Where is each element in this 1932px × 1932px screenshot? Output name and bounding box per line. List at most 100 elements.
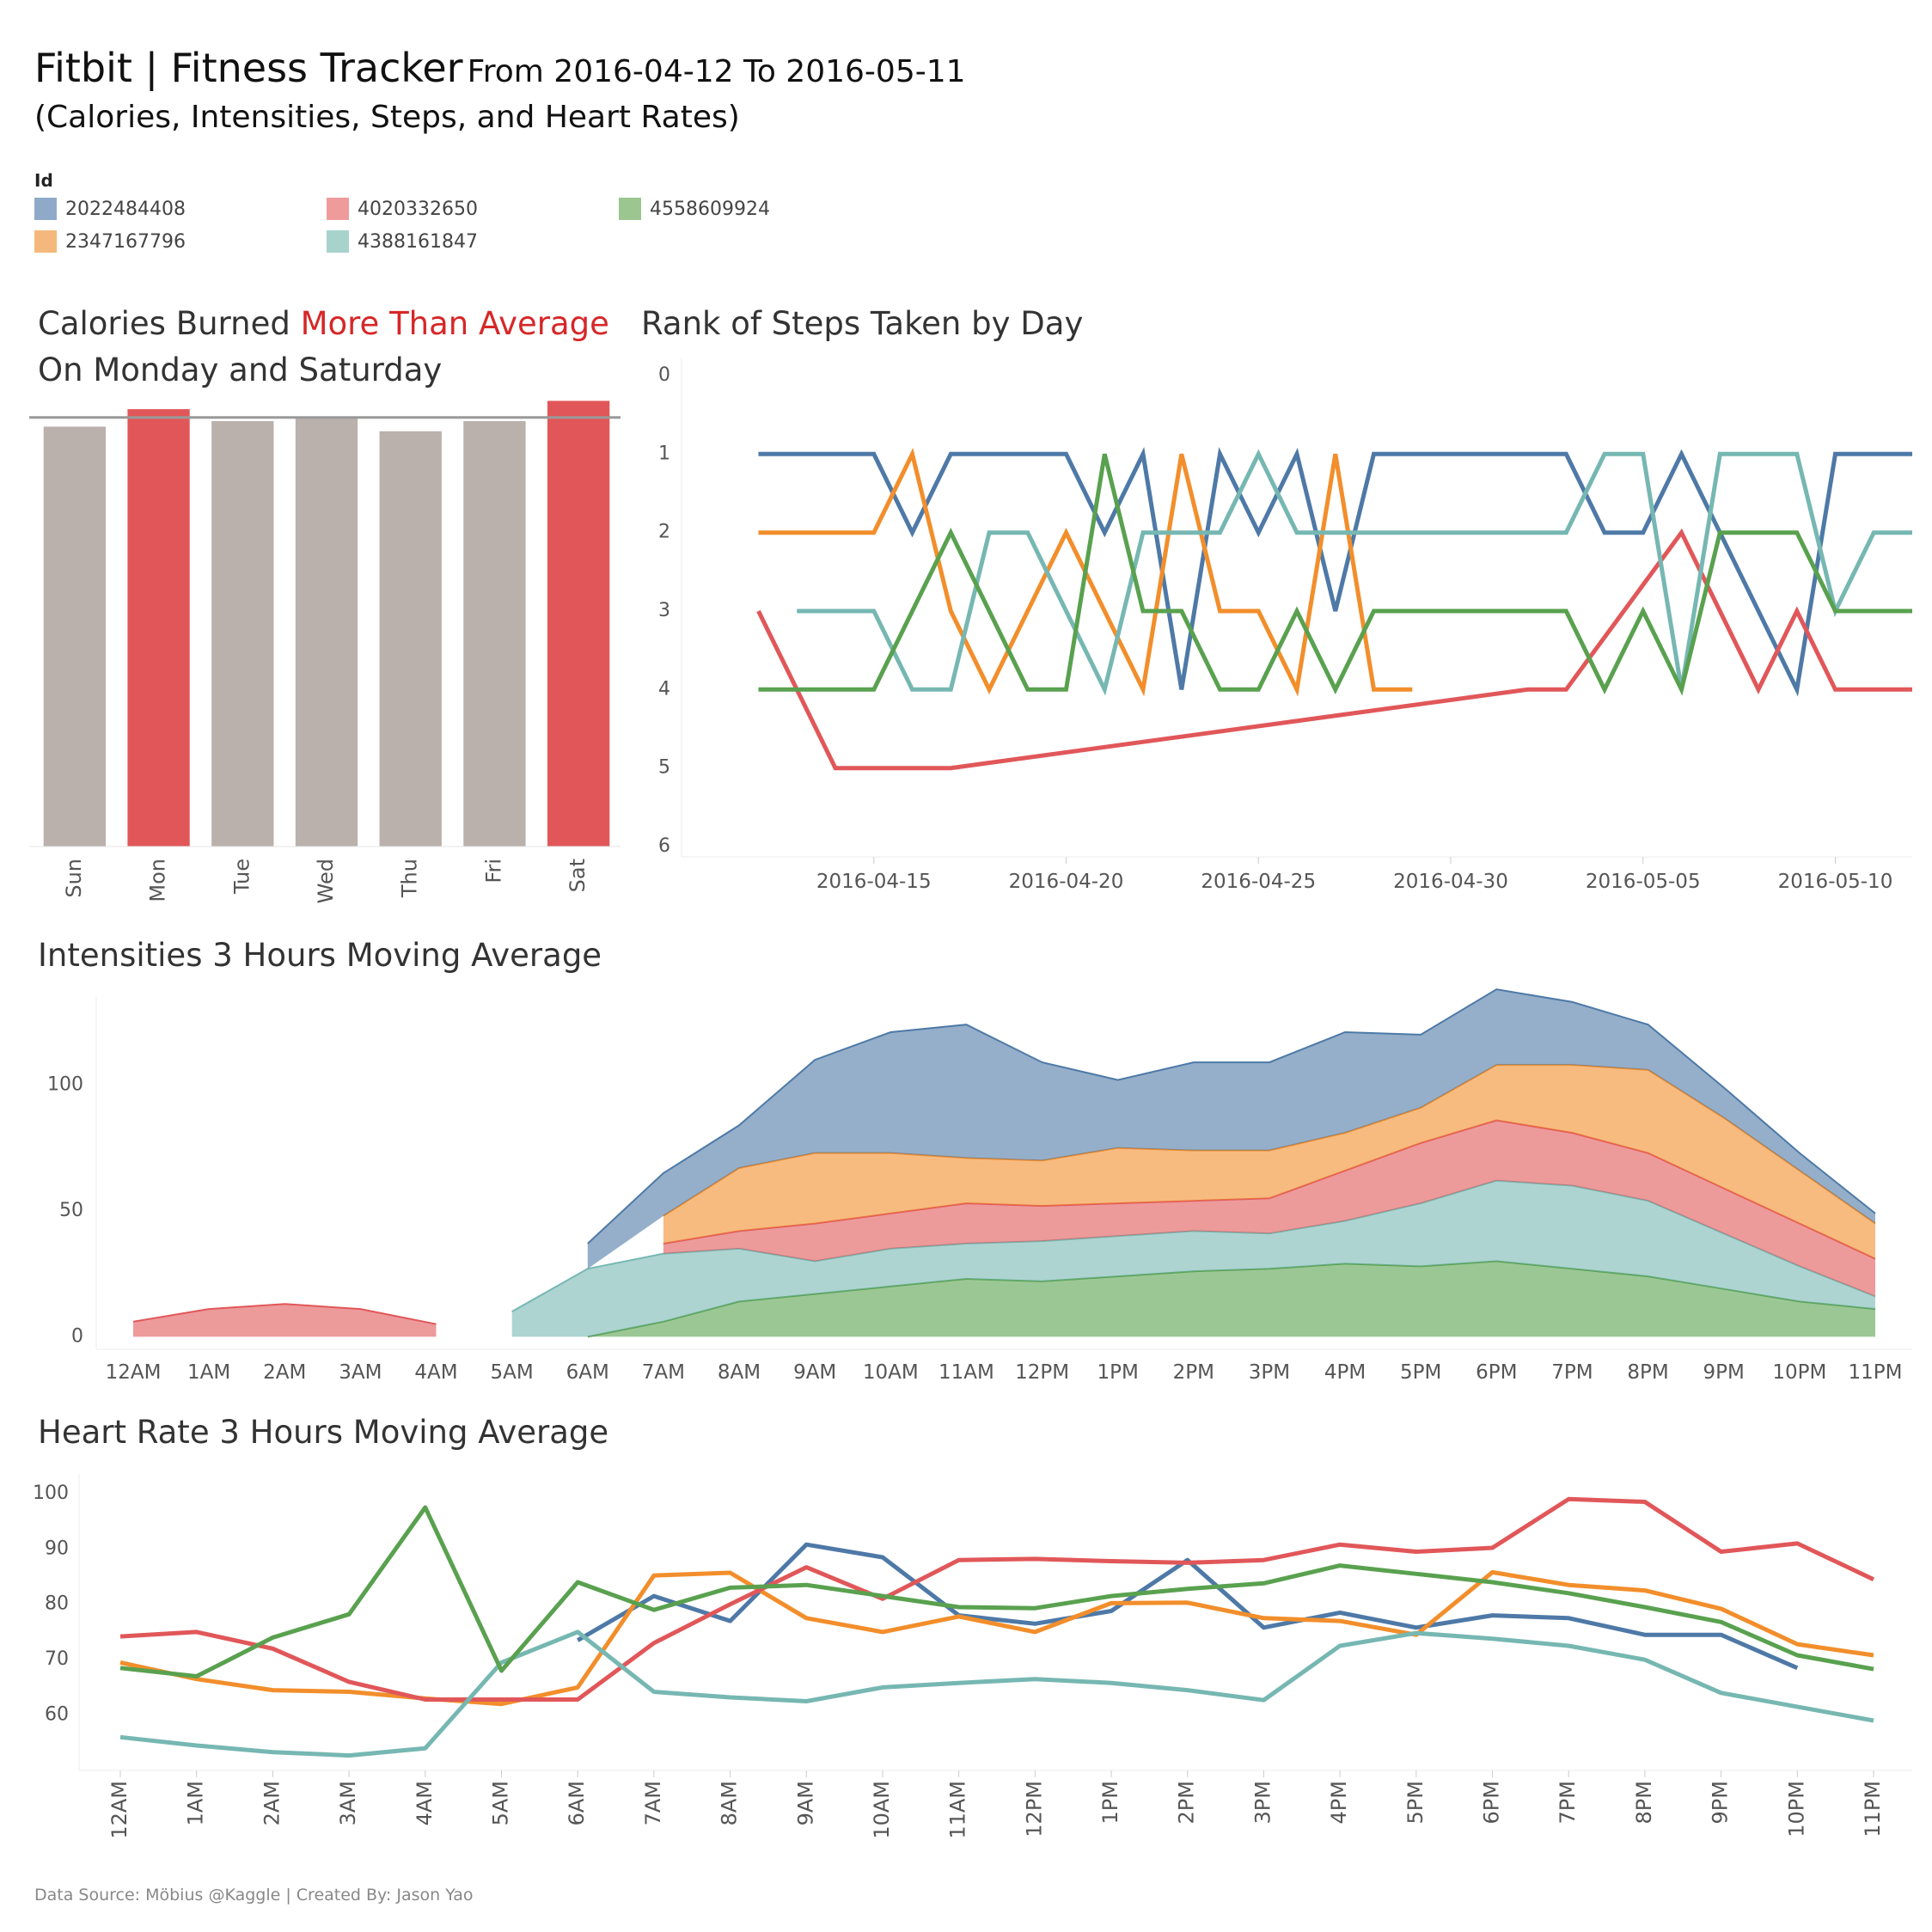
heart-x-tick-label: 2AM <box>260 1781 284 1825</box>
calories-bar-chart: Sun Mon Tue Wed Thu Fri Sat <box>29 400 621 903</box>
legend-item-4020332650[interactable]: 4020332650 <box>327 198 478 220</box>
dashboard-subtitle: (Calories, Intensities, Steps, and Heart… <box>34 100 740 135</box>
intensities-x-tick-label: 6PM <box>1476 1361 1517 1384</box>
heart-x-tick-label: 5PM <box>1403 1781 1428 1824</box>
date-range: From 2016-04-12 To 2016-05-11 <box>467 54 966 89</box>
intensities-x-tick-label: 9PM <box>1703 1361 1745 1384</box>
intensities-x-tick-label: 4AM <box>414 1361 457 1384</box>
intensities-x-tick-label: 3PM <box>1249 1361 1290 1384</box>
legend-item-4388161847[interactable]: 4388161847 <box>327 230 478 253</box>
intensities-x-tick-label: 7PM <box>1551 1361 1593 1384</box>
heart-series-4558609924 <box>119 1505 1874 1678</box>
heart-x-tick-label: 11PM <box>1861 1781 1885 1837</box>
steps-y-tick-label: 5 <box>658 757 670 779</box>
legend-swatch <box>619 198 641 220</box>
intensities-x-tick-label: 12AM <box>106 1361 162 1384</box>
steps-series-4558609924 <box>758 453 1912 696</box>
heart-y-tick-label: 90 <box>45 1538 69 1559</box>
intensities-x-tick-label: 12PM <box>1015 1361 1069 1384</box>
steps-series-4020332650 <box>756 528 1912 771</box>
intensities-y-tick-label: 100 <box>47 1074 83 1096</box>
legend-item-4558609924[interactable]: 4558609924 <box>619 198 770 220</box>
legend-item-2022484408[interactable]: 2022484408 <box>34 198 186 220</box>
heart-x-tick-label: 12AM <box>107 1781 131 1839</box>
intensities-x-tick-label: 8PM <box>1627 1361 1668 1384</box>
heart-series-2347167796 <box>119 1569 1874 1707</box>
legend-title: Id <box>34 170 53 191</box>
heart-panel-title: Heart Rate 3 Hours Moving Average <box>38 1414 609 1451</box>
calories-bar-tue <box>211 421 274 847</box>
heart-x-tick-label: 11AM <box>946 1781 970 1839</box>
heart-series-2022484408 <box>576 1542 1799 1671</box>
legend-label: 4388161847 <box>358 230 478 253</box>
heart-y-tick-label: 80 <box>45 1593 69 1615</box>
heart-x-tick-label: 1PM <box>1098 1781 1122 1824</box>
steps-y-tick-label: 2 <box>658 522 670 543</box>
steps-y-tick-label: 4 <box>658 678 670 700</box>
steps-y-tick-label: 3 <box>658 600 670 621</box>
calories-tick-label: Wed <box>314 859 338 903</box>
heart-y-tick-label: 100 <box>33 1483 69 1504</box>
intensities-x-tick-label: 11AM <box>938 1361 994 1384</box>
calories-title-part: Calories Burned <box>38 305 301 342</box>
intensities-x-tick-label: 10PM <box>1772 1361 1826 1384</box>
steps-panel-title: Rank of Steps Taken by Day <box>641 305 1084 342</box>
heart-x-tick-label: 1AM <box>184 1781 208 1825</box>
steps-x-tick-label: 2016-04-15 <box>816 871 932 893</box>
calories-title-highlight: More Than Average <box>300 305 609 342</box>
steps-y-tick-label: 0 <box>658 364 670 386</box>
intensities-x-tick-label: 6AM <box>566 1361 609 1384</box>
legend-swatch <box>34 198 57 220</box>
heart-series-4020332650 <box>119 1496 1875 1702</box>
intensities-x-tick-label: 5PM <box>1400 1361 1441 1384</box>
intensities-x-tick-label: 1PM <box>1097 1361 1139 1384</box>
intensities-x-tick-label: 2PM <box>1173 1361 1214 1384</box>
heart-x-tick-label: 3PM <box>1250 1781 1275 1824</box>
heart-y-tick-label: 60 <box>45 1704 69 1726</box>
legend-label: 4558609924 <box>650 198 770 220</box>
intensities-x-tick-label: 1AM <box>187 1361 230 1384</box>
steps-series-2347167796 <box>758 448 1413 697</box>
intensities-edge-2022484408 <box>587 988 1876 1244</box>
calories-panel-title: Calories Burned More Than Average On Mon… <box>38 301 609 393</box>
intensities-x-tick-label: 7AM <box>642 1361 685 1384</box>
footer-credits: Data Source: Möbius @Kaggle | Created By… <box>34 1886 474 1904</box>
intensities-x-tick-label: 3AM <box>339 1361 382 1384</box>
heart-x-tick-label: 3AM <box>336 1781 360 1825</box>
id-legend: Id 2022484408 2347167796 4020332650 4388… <box>34 170 808 256</box>
calories-bar-fri <box>463 421 526 847</box>
intensities-x-tick-label: 8AM <box>718 1361 761 1384</box>
calories-bar-mon <box>127 409 190 847</box>
heart-x-tick-label: 10AM <box>870 1781 894 1839</box>
dashboard-title: Fitbit | Fitness Tracker <box>34 45 463 91</box>
heart-y-tick-label: 70 <box>45 1648 69 1670</box>
dashboard-header: Fitbit | Fitness Tracker From 2016-04-12… <box>34 45 966 135</box>
calories-bar-wed <box>295 417 358 847</box>
intensities-x-tick-label: 4PM <box>1324 1361 1366 1384</box>
intensities-x-tick-label: 9AM <box>793 1361 836 1384</box>
calories-tick-label: Tue <box>229 859 254 895</box>
calories-tick-label: Mon <box>146 859 170 902</box>
intensities-area-4020332650 <box>663 1120 1875 1297</box>
intensities-area-2347167796 <box>663 1065 1875 1259</box>
intensities-x-tick-label: 5AM <box>491 1361 534 1384</box>
steps-series-4388161847 <box>797 449 1912 696</box>
heart-x-tick-label: 12PM <box>1022 1781 1046 1837</box>
legend-label: 4020332650 <box>358 198 478 220</box>
steps-y-tick-label: 1 <box>658 443 670 464</box>
legend-swatch <box>327 198 349 220</box>
legend-item-2347167796[interactable]: 2347167796 <box>34 230 186 253</box>
heart-x-tick-label: 4PM <box>1327 1781 1351 1824</box>
heart-x-tick-label: 6AM <box>565 1781 589 1825</box>
intensities-area-4558609924 <box>587 1261 1875 1337</box>
steps-x-tick-label: 2016-05-10 <box>1778 871 1893 893</box>
intensities-x-tick-label: 11PM <box>1849 1361 1903 1384</box>
steps-x-tick-label: 2016-05-05 <box>1586 871 1701 893</box>
calories-tick-label: Fri <box>481 859 505 883</box>
legend-label: 2022484408 <box>65 198 186 220</box>
intensities-area-4388161847 <box>511 1180 1876 1337</box>
heart-x-tick-label: 6PM <box>1480 1781 1504 1824</box>
intensities-x-tick-label: 10AM <box>863 1361 919 1384</box>
calories-tick-label: Sat <box>566 859 590 892</box>
